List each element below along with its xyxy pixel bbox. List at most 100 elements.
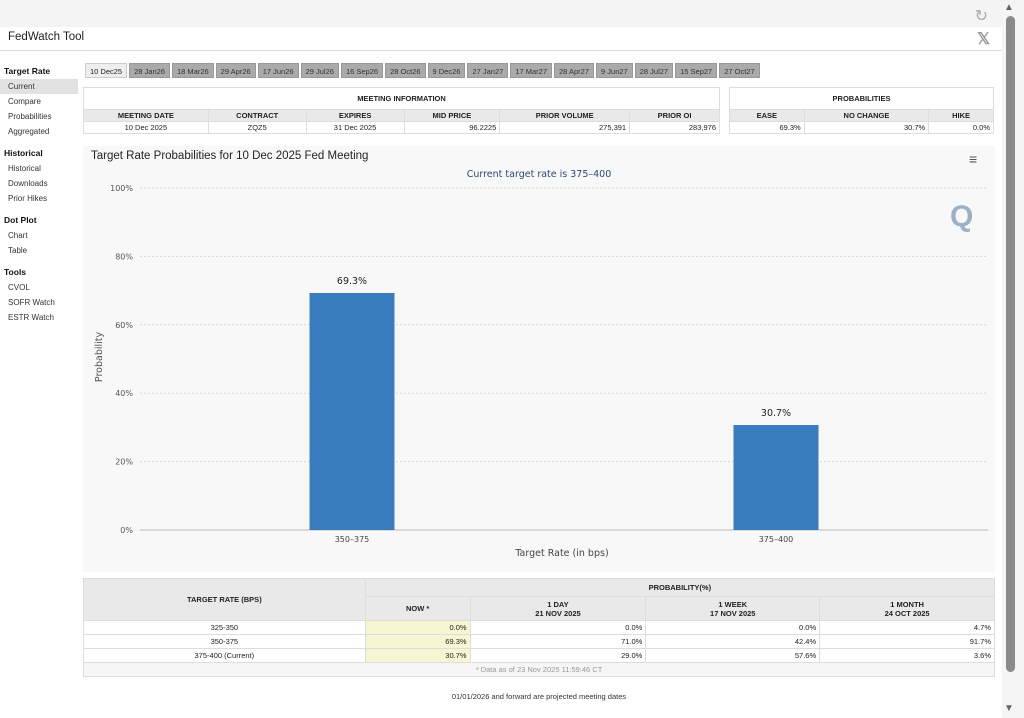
y-tick-label: 80% bbox=[115, 252, 133, 261]
sidebar: Target Rate Current Compare Probabilities Ag… bbox=[0, 62, 78, 325]
period-label: 1 DAY bbox=[547, 599, 569, 609]
col-header: PRIOR VOLUME bbox=[499, 109, 631, 122]
probability-cell: 0.0% bbox=[645, 620, 821, 635]
meeting-tabs: 10 Dec25 28 Jan26 18 Mar26 29 Apr26 17 Jun26… bbox=[85, 63, 760, 78]
tab-28-apr27[interactable]: 28 Apr27 bbox=[554, 63, 595, 78]
meeting-info-section-header: MEETING INFORMATION bbox=[83, 87, 720, 110]
sidebar-item-table[interactable]: Table bbox=[8, 246, 28, 255]
probability-period-header: 1 WEEK 17 NOV 2025 bbox=[645, 596, 821, 621]
scroll-up-arrow-icon[interactable]: ▲ bbox=[1004, 2, 1014, 13]
cell: ZQZ5 bbox=[207, 121, 307, 134]
cell: 10 Dec 2025 bbox=[83, 121, 209, 134]
target-rate-header: TARGET RATE (BPS) bbox=[83, 578, 366, 621]
sidebar-item-historical[interactable]: Historical bbox=[8, 164, 41, 173]
tab-29-apr26[interactable]: 29 Apr26 bbox=[215, 63, 256, 78]
tab-18-mar26[interactable]: 18 Mar26 bbox=[171, 63, 214, 78]
cell: 283,976 bbox=[629, 121, 720, 134]
period-date: 21 NOV 2025 bbox=[535, 608, 581, 618]
bar-375–400[interactable] bbox=[733, 425, 819, 530]
meeting-information-table: MEETING INFORMATION MEETING DATE CONTRAC… bbox=[83, 87, 720, 134]
tab-28-jan26[interactable]: 28 Jan26 bbox=[129, 63, 170, 78]
x-tick-label: 375–400 bbox=[759, 535, 794, 544]
cell: 0.0% bbox=[928, 121, 994, 134]
y-tick-label: 0% bbox=[120, 526, 133, 535]
probability-cell: 30.7% bbox=[364, 648, 471, 663]
col-header: NO CHANGE bbox=[803, 109, 930, 122]
probability-cell: 91.7% bbox=[819, 634, 995, 649]
chart-subtitle: Current target rate is 375–400 bbox=[467, 169, 612, 180]
projected-dates-note: 01/01/2026 and forward are projected mee… bbox=[451, 692, 627, 701]
tab-17-mar27[interactable]: 17 Mar27 bbox=[510, 63, 552, 78]
sidebar-item-prior-hikes[interactable]: Prior Hikes bbox=[8, 194, 48, 203]
table-row: 325-350 0.0% 0.0% 0.0% 4.7% bbox=[83, 620, 995, 635]
cell: 31 Dec 2025 bbox=[305, 121, 405, 134]
chart-area bbox=[83, 146, 995, 572]
sidebar-item-aggregated[interactable]: Aggregated bbox=[8, 127, 50, 136]
bar-data-label: 69.3% bbox=[337, 276, 367, 287]
tab-27-jan27[interactable]: 27 Jan27 bbox=[467, 63, 509, 78]
hamburger-menu-icon[interactable]: ≡ bbox=[969, 151, 978, 167]
refresh-icon[interactable]: ↻ bbox=[974, 8, 988, 25]
y-axis-ticks: 0% 20% 40% 60% 80% 100% bbox=[110, 184, 133, 535]
scrollbar-thumb[interactable] bbox=[1006, 16, 1015, 672]
x-axis-ticks: 350–375 375–400 bbox=[335, 535, 794, 544]
sidebar-item-probabilities[interactable]: Probabilities bbox=[8, 112, 52, 121]
cell: 69.3% bbox=[729, 121, 805, 134]
sidebar-item-compare[interactable]: Compare bbox=[8, 97, 41, 106]
probability-sub-headers: NOW * 1 DAY 21 NOV 2025 1 WEEK 17 NOV 2025 1 … bbox=[84, 596, 995, 621]
target-rate-cell: 350-375 bbox=[83, 634, 366, 649]
probability-cell: 57.6% bbox=[645, 648, 821, 663]
cell: 30.7% bbox=[803, 121, 930, 134]
period-label: NOW * bbox=[405, 604, 430, 613]
sidebar-item-sofr-watch[interactable]: SOFR Watch bbox=[8, 298, 55, 307]
scroll-down-arrow-icon[interactable]: ▼ bbox=[1004, 703, 1014, 714]
probability-cell: 29.0% bbox=[469, 648, 647, 663]
probability-cell: 42.4% bbox=[645, 634, 821, 649]
tab-9-dec26[interactable]: 9 Dec26 bbox=[427, 63, 466, 78]
col-header: EASE bbox=[729, 109, 805, 122]
chart-title: Target Rate Probabilities for 10 Dec 202… bbox=[91, 150, 369, 162]
tab-28-oct26[interactable]: 28 Oct26 bbox=[385, 63, 426, 78]
tab-15-sep27[interactable]: 15 Sep27 bbox=[675, 63, 718, 78]
tab-10-dec25[interactable]: 10 Dec25 bbox=[85, 63, 128, 78]
sidebar-item-current[interactable]: Current bbox=[0, 79, 78, 94]
cell: 96.2225 bbox=[403, 121, 501, 134]
tab-27-oct27[interactable]: 27 Oct27 bbox=[719, 63, 760, 78]
probability-cell: 0.0% bbox=[364, 620, 471, 635]
sidebar-item-cvol[interactable]: CVOL bbox=[8, 283, 30, 292]
data-timestamp-note: * Data as of 23 Nov 2025 11:59:46 CT bbox=[83, 662, 995, 677]
x-logo-icon[interactable]: 𝕏 bbox=[977, 31, 990, 48]
tab-29-jul26[interactable]: 29 Jul26 bbox=[300, 63, 339, 78]
y-tick-label: 100% bbox=[110, 184, 133, 193]
sidebar-item-estr-watch[interactable]: ESTR Watch bbox=[8, 313, 54, 322]
target-rate-cell: 375-400 (Current) bbox=[83, 648, 366, 663]
probabilities-section-header: PROBABILITIES bbox=[729, 87, 994, 110]
chart-bars: 69.3% 30.7% bbox=[309, 276, 819, 530]
col-header: CONTRACT bbox=[207, 109, 307, 122]
sidebar-item-downloads[interactable]: Downloads bbox=[8, 179, 48, 188]
cell: 275,391 bbox=[499, 121, 631, 134]
sidebar-group-historical: Historical bbox=[4, 148, 43, 158]
probability-cell: 0.0% bbox=[469, 620, 647, 635]
probability-period-header: 1 DAY 21 NOV 2025 bbox=[469, 596, 647, 621]
tab-17-jun26[interactable]: 17 Jun26 bbox=[257, 63, 299, 78]
col-header: MID PRICE bbox=[403, 109, 501, 122]
tab-9-jun27[interactable]: 9 Jun27 bbox=[596, 63, 633, 78]
q-logo-icon: Q bbox=[950, 200, 974, 233]
y-tick-label: 20% bbox=[115, 458, 133, 467]
tab-28-jul27[interactable]: 28 Jul27 bbox=[634, 63, 674, 78]
x-tick-label: 350–375 bbox=[335, 535, 370, 544]
app-title: FedWatch Tool bbox=[8, 31, 85, 43]
probability-history-table: TARGET RATE (BPS) PROBABILITY(%) NOW * 1 … bbox=[83, 578, 996, 677]
chart-grid bbox=[140, 187, 988, 531]
col-header: MEETING DATE bbox=[83, 109, 209, 122]
probability-cell: 3.6% bbox=[819, 648, 995, 663]
tab-16-sep26[interactable]: 16 Sep26 bbox=[340, 63, 384, 78]
period-label: 1 MONTH bbox=[890, 599, 924, 609]
probability-cell: 4.7% bbox=[819, 620, 995, 635]
bar-350–375[interactable] bbox=[309, 292, 395, 530]
top-strip bbox=[0, 0, 1002, 27]
sidebar-item-chart[interactable]: Chart bbox=[8, 231, 28, 240]
probability-period-header: NOW * bbox=[364, 596, 471, 621]
bar-data-label: 30.7% bbox=[761, 408, 791, 419]
